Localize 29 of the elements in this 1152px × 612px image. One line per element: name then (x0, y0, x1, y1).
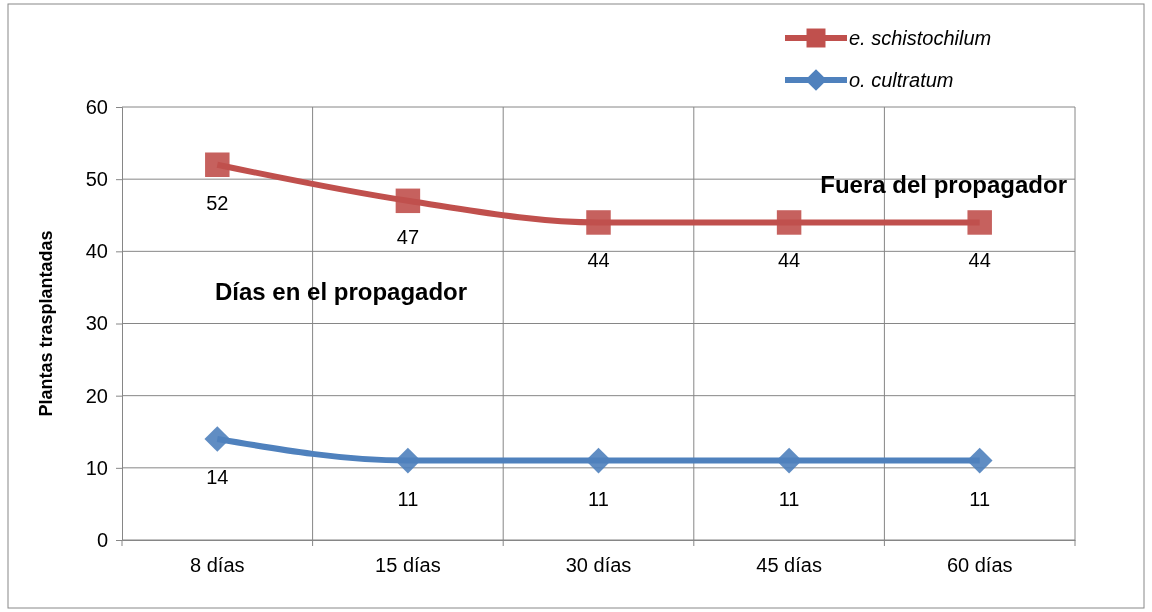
data-label: 11 (969, 487, 991, 510)
y-tick-label: 40 (85, 240, 108, 263)
x-tick-label: 60 días (946, 554, 1013, 577)
data-label: 44 (777, 249, 801, 272)
y-tick-label: 0 (96, 528, 108, 551)
data-label: 44 (968, 249, 991, 272)
x-tick-label: 15 días (375, 554, 441, 577)
y-axis-title: Plantas trasplantadas (36, 230, 56, 417)
data-label: 11 (778, 487, 800, 510)
data-label: 52 (206, 191, 229, 214)
y-tick-label: 60 (85, 95, 108, 118)
data-label: 14 (206, 465, 229, 488)
x-tick-label: 30 días (565, 554, 632, 577)
y-tick-label: 10 (85, 456, 108, 479)
data-label: 44 (587, 249, 610, 272)
y-tick-label: 30 (85, 312, 108, 335)
data-label: 11 (588, 487, 609, 510)
legend-label: e. schistochilum (849, 27, 992, 49)
data-label: 11 (397, 487, 419, 510)
point (205, 152, 230, 177)
y-tick-label: 20 (85, 384, 108, 407)
point (967, 210, 992, 235)
x-tick-label: 8 días (190, 554, 245, 577)
y-tick-label: 50 (85, 168, 108, 191)
annotation: Fuera del propagador (820, 171, 1067, 198)
data-label: 47 (396, 225, 420, 248)
x-tick-label: 45 días (756, 554, 822, 577)
legend-label: o. cultratum (849, 69, 954, 91)
annotation: Días en el propagador (215, 278, 468, 305)
